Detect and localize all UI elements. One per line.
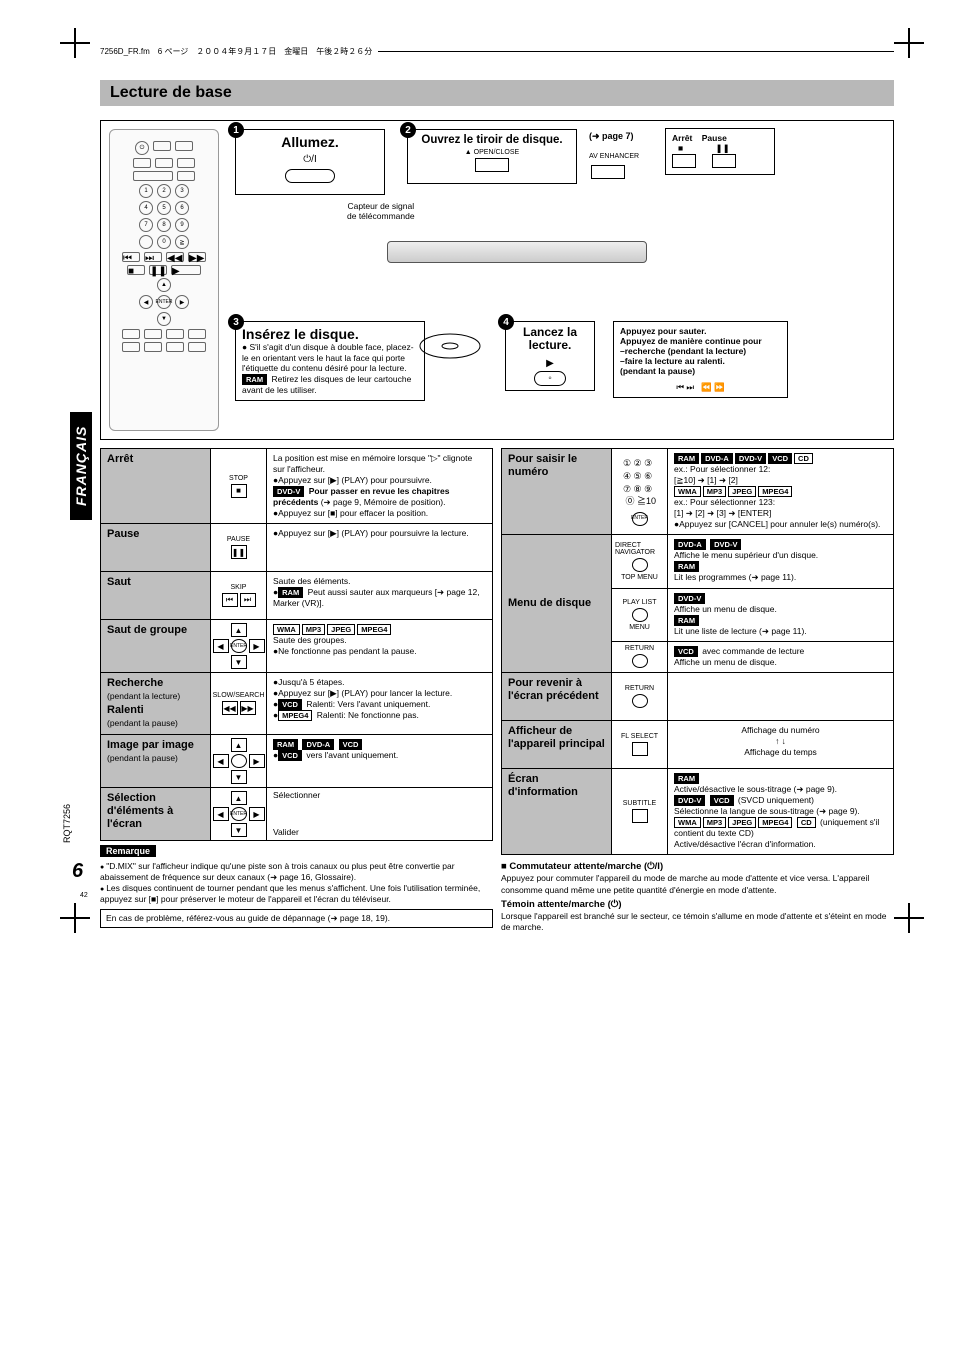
row-desc: RAMDVD-ADVD-VVCDCD ex.: Pour sélectionne… (668, 449, 893, 534)
row-numero: Pour saisir le numéro ① ② ③④ ⑤ ⑥⑦ ⑧ ⑨ ⓪ … (501, 448, 894, 535)
row-pause: Pause PAUSE ❚❚ ●Appuyez sur [▶] (PLAY) p… (100, 524, 493, 572)
skip-l3: –recherche (pendant la lecture) (620, 346, 781, 356)
row-icon: STOP ■ (211, 449, 267, 523)
row-afficheur: Afficheur de l'appareil principal FL SEL… (501, 721, 894, 769)
stop-pause-box: Arrêt Pause ■ ❚❚ (665, 128, 775, 175)
crop-mark (894, 28, 924, 58)
step-1: 1 Allumez. ⏻/I (235, 129, 385, 195)
file-header: 7256D_FR.fm 6 ページ ２００４年９月１７日 金曜日 午後２時２６分 (100, 46, 894, 57)
right-note-p2: Lorsque l'appareil est branché sur le se… (501, 911, 894, 933)
step-3: 3 Insérez le disque. ● S'il s'agit d'un … (235, 321, 425, 401)
row-retour: Pour revenir à l'écran précédent RETURN (501, 673, 894, 721)
crop-mark (60, 28, 90, 58)
row-icon: ▲ ◀ENTER▶ ▼ (211, 620, 267, 672)
step-4: 4 Lancez la lecture. ▶ ◦ (505, 321, 595, 391)
open-close-label: ▲ OPEN/CLOSE (414, 149, 570, 156)
crop-mark (60, 903, 90, 933)
row-title: Saut de groupe (101, 620, 211, 672)
row-title: Écran d'information (502, 769, 612, 854)
row-title: Pause (101, 524, 211, 571)
right-table: Pour saisir le numéro ① ② ③④ ⑤ ⑥⑦ ⑧ ⑨ ⓪ … (501, 448, 894, 933)
row-title: Menu de disque (502, 535, 612, 671)
right-note-p1: Appuyez pour commuter l'appareil du mode… (501, 873, 894, 895)
step-4-title: Lancez la lecture. (512, 326, 588, 352)
right-note-h2: Témoin attente/marche (⏻) (501, 899, 894, 911)
step-3-line-1b: Retirez les disques de leur cartouche av… (242, 374, 411, 395)
step-3-badge: 3 (228, 314, 244, 330)
setup-diagram: ⏻ 123 456 789 0≧ ⏮⏭◀◀▶▶ ■❚❚▶ ▲ ◀ENTER▶ ▼… (100, 120, 894, 440)
row-ecran-info: Écran d'information SUBTITLE RAMActive/d… (501, 769, 894, 855)
signal-caption: Capteur de signal de télécommande (347, 201, 415, 221)
row-arret: Arrêt STOP ■ La position est mise en mém… (100, 448, 493, 524)
dvd-player-illustration (387, 241, 647, 263)
page-number: 6 (72, 860, 83, 883)
row-title: Afficheur de l'appareil principal (502, 721, 612, 768)
function-tables: Arrêt STOP ■ La position est mise en mém… (100, 448, 894, 933)
step-1-title: Allumez. (242, 134, 378, 150)
row-icon: ▲ ◀ENTER▶ ▼ (211, 788, 267, 840)
right-notes: ■ Commutateur attente/marche (⏻/I) Appuy… (501, 861, 894, 933)
power-icon: ⏻/I (242, 154, 378, 165)
step-4-badge: 4 (498, 314, 514, 330)
row-title: Pour revenir à l'écran précédent (502, 673, 612, 720)
row-desc: Sélectionner Valider (267, 788, 492, 840)
page-7-ref: (➜ page 7) (589, 131, 634, 142)
note-0: "D.MIX" sur l'afficheur indique qu'une p… (100, 861, 493, 883)
row-desc: ●Appuyez sur [▶] (PLAY) pour poursuivre … (267, 524, 492, 571)
row-desc: RAM DVD-A VCD ●VCD vers l'avant uniqueme… (267, 735, 492, 787)
skip-l1: Appuyez pour sauter. (620, 326, 781, 336)
crop-mark (894, 903, 924, 933)
step-3-line-0: ● S'il s'agit d'un disque à double face,… (242, 342, 418, 374)
note-1: Les disques continuent de tourner pendan… (100, 883, 493, 905)
row-desc: WMAMP3JPEGMPEG4 Saute des groupes.●Ne fo… (267, 620, 492, 672)
disc-icon (415, 321, 485, 371)
skip-l5: (pendant la pause) (620, 366, 781, 376)
row-icon: SLOW/SEARCH ◀◀▶▶ (211, 673, 267, 734)
step-1-badge: 1 (228, 122, 244, 138)
row-icon: ① ② ③④ ⑤ ⑥⑦ ⑧ ⑨ ⓪ ≧10 ENTER (612, 449, 668, 534)
row-title: Image par image(pendant la pause) (101, 735, 211, 787)
step-2-badge: 2 (400, 122, 416, 138)
steps-area: 1 Allumez. ⏻/I 2 Ouvrez le tiroir de dis… (227, 129, 885, 431)
row-saut-groupe: Saut de groupe ▲ ◀ENTER▶ ▼ WMAMP3JPEGMPE… (100, 620, 493, 673)
step-3-title: Insérez le disque. (242, 326, 418, 342)
play-icon: ▶ (512, 358, 588, 369)
row-desc: ●Jusqu'à 5 étapes. ●Appuyez sur [▶] (PLA… (267, 673, 492, 734)
row-image-par-image: Image par image(pendant la pause) ▲ ◀▶ ▼… (100, 735, 493, 788)
row-icon: PAUSE ❚❚ (211, 524, 267, 571)
left-table: Arrêt STOP ■ La position est mise en mém… (100, 448, 493, 933)
skip-info-box: Appuyez pour sauter. Appuyez de manière … (613, 321, 788, 398)
row-icon: ▲ ◀▶ ▼ (211, 735, 267, 787)
row-desc: La position est mise en mémoire lorsque … (267, 449, 492, 523)
row-title: Sélection d'éléments à l'écran (101, 788, 211, 840)
step-2-title: Ouvrez le tiroir de disque. (414, 134, 570, 146)
row-title: Arrêt (101, 449, 211, 523)
row-menu-disque: Menu de disque DIRECT NAVIGATORTOP MENU … (501, 535, 894, 672)
left-notes: "D.MIX" sur l'afficheur indique qu'une p… (100, 861, 493, 905)
row-selection: Sélection d'éléments à l'écran ▲ ◀ENTER▶… (100, 788, 493, 841)
row-saut: Saut SKIP ⏮⏭ Saute des éléments. ●RAM Pe… (100, 572, 493, 620)
row-icon: SKIP ⏮⏭ (211, 572, 267, 619)
step-2: 2 Ouvrez le tiroir de disque. ▲ OPEN/CLO… (407, 129, 577, 184)
row-title: Pour saisir le numéro (502, 449, 612, 534)
skip-l4: –faire la lecture au ralenti. (620, 356, 781, 366)
row-desc: Saute des éléments. ●RAM Peut aussi saut… (267, 572, 492, 619)
remote-illustration: ⏻ 123 456 789 0≧ ⏮⏭◀◀▶▶ ■❚❚▶ ▲ ◀ENTER▶ ▼ (109, 129, 219, 431)
page-title: Lecture de base (100, 80, 894, 106)
remarque-label: Remarque (100, 845, 156, 857)
row-recherche: Recherche(pendant la lecture)Ralenti(pen… (100, 673, 493, 735)
skip-l2: Appuyez de manière continue pour (620, 336, 781, 346)
row-title: Recherche(pendant la lecture)Ralenti(pen… (101, 673, 211, 734)
row-title: Saut (101, 572, 211, 619)
doc-code: RQT7256 (62, 804, 72, 843)
sub-page-number: 42 (80, 892, 88, 899)
right-note-h1: ■ Commutateur attente/marche (⏻/I) (501, 861, 894, 873)
language-tab: FRANÇAIS (70, 412, 92, 520)
arret-label: Arrêt (672, 133, 692, 143)
trouble-box: En cas de problème, référez-vous au guid… (100, 909, 493, 928)
pause-label: Pause (702, 133, 727, 143)
av-enhancer-label: AV ENHANCER (589, 153, 639, 160)
file-header-text: 7256D_FR.fm 6 ページ ２００４年９月１７日 金曜日 午後２時２６分 (100, 46, 372, 57)
